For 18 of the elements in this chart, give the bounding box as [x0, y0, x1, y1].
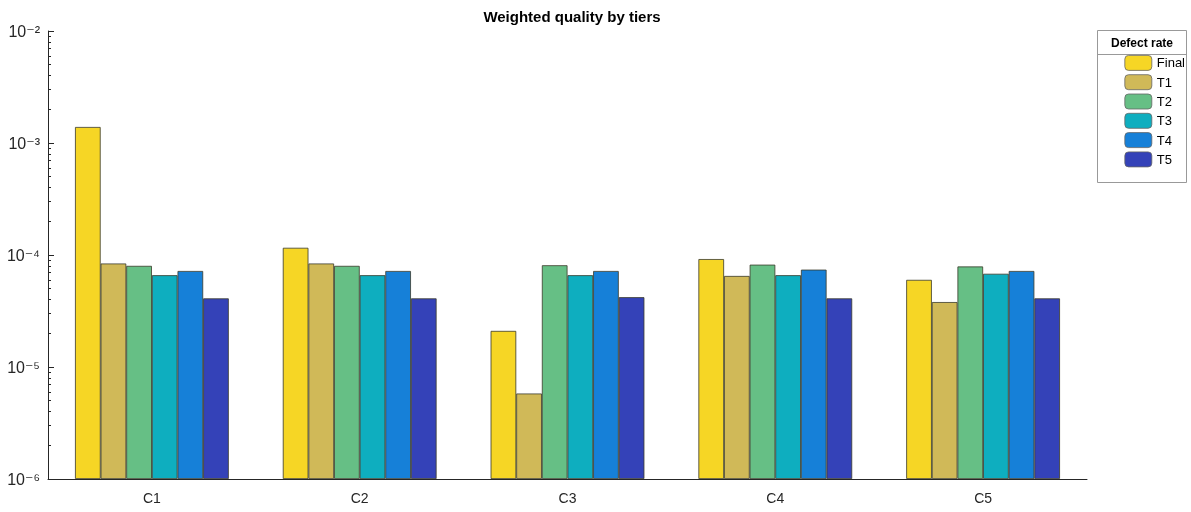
x-tick-label: C1: [142, 490, 162, 506]
x-tick-label: C2: [350, 490, 369, 506]
legend-label: Final: [1156, 55, 1186, 71]
chart-title: Weighted quality by tiers: [483, 8, 661, 25]
y-tick-label: 10⁻⁶: [7, 470, 40, 488]
y-tick-label: 10⁻²: [8, 22, 41, 40]
legend-title: Defect rate: [1110, 35, 1174, 50]
x-tick-label: C3: [558, 490, 577, 506]
legend-label: T1: [1156, 74, 1172, 90]
x-tick-label: C5: [974, 490, 993, 506]
y-tick-label: 10⁻⁴: [6, 246, 41, 264]
legend-label: T4: [1156, 132, 1172, 148]
y-tick-label: 10⁻³: [8, 134, 41, 152]
x-tick-label: C4: [766, 490, 785, 506]
y-tick-label: 10⁻⁵: [7, 358, 40, 376]
legend-label: T2: [1156, 94, 1172, 109]
legend-label: T5: [1156, 151, 1172, 167]
legend-label: T3: [1156, 113, 1172, 129]
